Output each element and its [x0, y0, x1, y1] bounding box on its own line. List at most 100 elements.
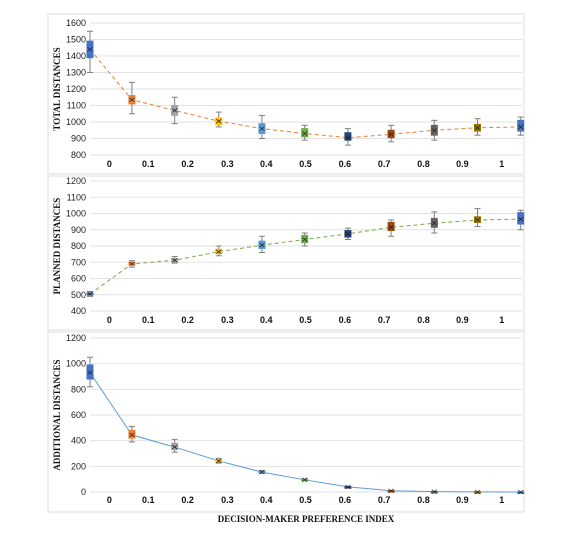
x-tick-label: 0.7 — [378, 315, 391, 325]
y-tick-label: 600 — [71, 410, 86, 420]
chart-panel-3: 0 200 400 600 800 1000 1200 ADDITIONAL DISTANCE… — [47, 331, 525, 524]
box-body — [301, 128, 309, 138]
mean-marker — [171, 444, 178, 450]
x-tick-label: 0.1 — [142, 315, 155, 325]
y-tick-label: 1200 — [66, 176, 86, 186]
mean-marker — [517, 124, 524, 130]
x-tick-label: 0.8 — [417, 495, 430, 505]
mean-marker — [388, 132, 394, 137]
box-0-4 — [258, 114, 266, 139]
y-tick-label: 1300 — [66, 68, 86, 78]
mean-marker — [129, 97, 135, 102]
mean-marker — [216, 249, 222, 254]
box-0-5 — [301, 477, 309, 483]
box-0-3 — [215, 111, 223, 128]
mean-marker — [87, 370, 93, 375]
box-0 — [86, 30, 94, 73]
panel-frame — [47, 331, 525, 513]
box-body — [387, 221, 395, 232]
x-tick-label: 0.8 — [417, 315, 430, 325]
mean-marker — [474, 217, 481, 223]
median-trend-line — [89, 218, 521, 295]
x-tick-label: 0.4 — [260, 495, 273, 505]
x-tick-label: 1 — [499, 495, 504, 505]
mean-marker — [301, 237, 308, 242]
box-0-7 — [387, 488, 395, 493]
y-tick-label: 1200 — [66, 84, 86, 94]
panel-frame — [47, 175, 525, 331]
x-tick-label: 0.1 — [142, 495, 155, 505]
mean-marker — [87, 291, 93, 297]
mean-marker — [301, 477, 308, 483]
box-body — [517, 119, 525, 132]
box-0-8 — [430, 489, 438, 494]
box-0-6 — [344, 227, 352, 240]
mean-marker — [345, 231, 351, 237]
mean-marker — [431, 489, 438, 494]
y-axis-label: ADDITIONAL DISTANCES — [52, 359, 62, 470]
y-tick-label: 500 — [71, 290, 86, 300]
y-tick-label: 200 — [71, 461, 86, 471]
median-trend-line — [89, 49, 521, 139]
box-1 — [517, 489, 525, 495]
y-tick-label: 1000 — [66, 359, 86, 369]
x-tick-label: 0 — [107, 495, 112, 505]
box-0-1 — [128, 260, 136, 268]
mean-marker — [216, 118, 222, 124]
x-tick-label: 0 — [107, 159, 112, 169]
y-tick-label: 1000 — [66, 117, 86, 127]
x-tick-label: 0.2 — [181, 315, 194, 325]
box-0-8 — [430, 119, 438, 141]
y-tick-label: 700 — [71, 257, 86, 267]
x-tick-label: 0.9 — [456, 315, 469, 325]
mean-marker — [474, 125, 481, 131]
x-tick-label: 0.1 — [142, 159, 155, 169]
mean-marker — [517, 216, 524, 222]
box-0-2 — [171, 256, 179, 264]
mean-marker — [345, 484, 351, 490]
y-tick-label: 800 — [71, 241, 86, 251]
y-tick-label: 1500 — [66, 35, 86, 45]
mean-marker — [388, 488, 394, 493]
x-tick-label: 0.3 — [221, 159, 234, 169]
box-0-6 — [344, 128, 352, 146]
y-axis-label: TOTAL DISTANCES — [52, 47, 62, 130]
y-tick-label: 600 — [71, 274, 86, 284]
x-tick-label: 0.9 — [456, 159, 469, 169]
y-tick-label: 800 — [71, 384, 86, 394]
box-0-6 — [344, 484, 352, 490]
box-0-5 — [301, 232, 309, 247]
mean-marker — [431, 127, 438, 133]
x-tick-label: 0.7 — [378, 495, 391, 505]
x-tick-label: 0.4 — [260, 159, 273, 169]
mean-marker — [259, 126, 265, 131]
y-tick-label: 1600 — [66, 18, 86, 28]
x-axis-label: DECISION-MAKER PREFERENCE INDEX — [218, 514, 395, 524]
box-body — [517, 212, 525, 225]
box-1 — [517, 209, 525, 231]
box-0-2 — [171, 438, 179, 453]
x-tick-label: 0.3 — [221, 495, 234, 505]
box-body — [86, 364, 94, 380]
x-tick-label: 1 — [499, 315, 504, 325]
box-0-1 — [128, 81, 136, 115]
x-tick-label: 0.6 — [339, 159, 352, 169]
y-tick-label: 1400 — [66, 51, 86, 61]
x-tick-label: 0.6 — [339, 315, 352, 325]
mean-marker — [216, 458, 222, 464]
box-0-7 — [387, 219, 395, 237]
box-0-3 — [215, 457, 223, 464]
y-tick-label: 1100 — [67, 101, 86, 111]
x-tick-label: 0.6 — [339, 495, 352, 505]
mean-marker — [171, 258, 178, 263]
mean-marker — [388, 225, 394, 230]
y-tick-label: 900 — [71, 225, 86, 235]
y-tick-label: 0 — [81, 487, 86, 497]
mean-marker — [129, 261, 135, 267]
mean-marker — [301, 131, 308, 136]
x-tick-label: 0.9 — [456, 495, 469, 505]
x-tick-label: 0.5 — [299, 495, 312, 505]
box-0-5 — [301, 124, 309, 141]
box-1 — [517, 116, 525, 136]
